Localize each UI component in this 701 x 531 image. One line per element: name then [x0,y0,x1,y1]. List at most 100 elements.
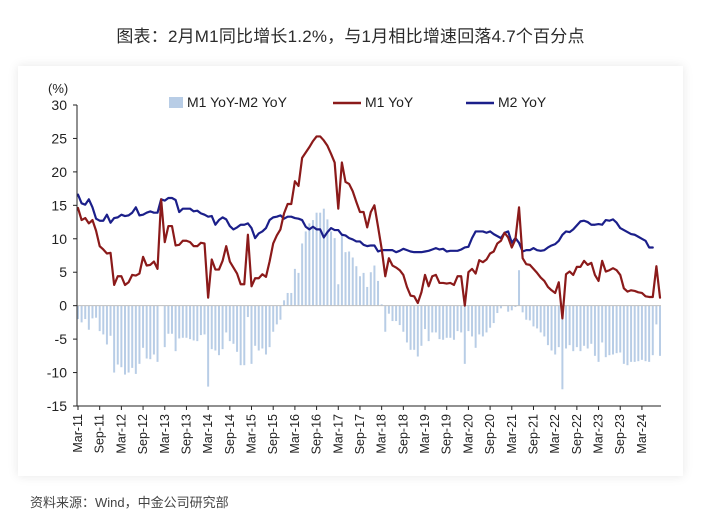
diff-bar [283,300,286,306]
x-tick-label: Sep-19 [440,414,454,454]
diff-bar [579,305,582,352]
diff-bar [391,305,394,322]
y-tick-label: -10 [47,365,67,381]
diff-bar [456,305,459,332]
diff-bar [319,212,322,306]
y-tick-label: 30 [51,97,67,113]
diff-bar [330,231,333,306]
diff-bar [214,305,217,351]
diff-bar [463,305,466,364]
x-tick-label: Mar-23 [592,414,606,454]
diff-bar [434,305,437,333]
chart-svg: -15 -10 -5 0 5 10 15 20 25 30(%) Mar-11 Sep-11 Mar-1… [47,81,662,454]
diff-bar [152,305,155,355]
y-tick-label: -5 [55,331,68,347]
diff-bar [633,305,636,362]
diff-bar [593,305,596,356]
diff-bar [377,280,380,306]
diff-bar [225,305,228,333]
diff-bar [290,292,293,306]
diff-bar [550,305,553,351]
diff-bar [420,305,423,346]
diff-bar [95,305,98,318]
diff-bar [192,305,195,341]
y-tick-label: 20 [51,164,67,180]
x-tick-label: Mar-22 [548,414,562,454]
diff-bar [109,305,112,336]
diff-bar [384,305,387,332]
diff-bar [525,305,528,320]
diff-bar [395,305,398,322]
x-tick-label: Mar-13 [158,414,172,454]
y-tick-label: 5 [59,264,67,280]
x-tick-label: Mar-12 [114,414,128,454]
x-tick-label: Sep-18 [396,414,410,454]
diff-bar [293,268,296,306]
diff-bar [87,305,90,330]
diff-bar [557,305,560,348]
chart-title: 图表：2月M1同比增长1.2%，与1月相比增速回落4.7个百分点 [116,27,585,46]
diff-bar [619,305,622,353]
diff-bar [398,305,401,326]
diff-bar [615,305,618,354]
x-tick-label: Sep-16 [310,414,324,454]
diff-bar [572,305,575,352]
diff-bar [340,233,343,306]
diff-bar [405,305,408,343]
diff-bar [413,305,416,350]
y-tick-label: 0 [59,298,67,314]
diff-bar [452,305,455,340]
x-tick-label: Mar-19 [418,414,432,454]
x-tick-label: Sep-22 [570,414,584,454]
diff-bar [554,305,557,355]
diff-bar [362,272,365,306]
diff-bar [272,305,275,332]
x-tick-label: Sep-21 [526,414,540,454]
x-tick-label: Sep-12 [136,414,150,454]
diff-bar [427,305,430,342]
diff-bar [546,305,549,346]
diff-bar [539,305,542,333]
diff-bar [402,305,405,332]
diff-bar [583,305,586,346]
diff-bar [181,305,184,338]
chart-panel: -15 -10 -5 0 5 10 15 20 25 30 (%) Mar-11 Sep-11 Mar-1… [18,66,683,476]
diff-bar [561,305,564,390]
diff-bar [199,305,202,336]
diff-bar [127,305,130,373]
diff-bar [445,305,448,338]
diff-bar [409,305,412,350]
diff-bar [586,305,589,349]
diff-bar [655,305,658,325]
diff-bar [474,305,477,348]
diff-bar [416,305,419,357]
diff-bar [228,305,231,342]
diff-bar [442,305,445,340]
diff-bar [326,219,329,306]
diff-bar [116,305,119,365]
diff-bar [217,305,220,356]
diff-bar [167,305,170,334]
diff-bar [518,270,521,306]
x-tick-label: Mar-21 [505,414,519,454]
diff-bar [174,305,177,352]
diff-bar [257,305,260,351]
diff-bar [156,305,159,362]
diff-bar [521,305,524,313]
x-tick-label: Sep-23 [613,414,627,454]
x-tick-label: Mar-11 [71,414,85,453]
diff-bar [489,305,492,328]
diff-bar [492,305,495,324]
diff-bar [449,305,452,338]
x-tick-label: Sep-20 [483,414,497,454]
diff-bar [243,305,246,366]
diff-bar [590,305,593,344]
diff-bar [344,252,347,306]
diff-bar [315,212,318,306]
diff-bar [84,305,87,320]
x-tick-label: Sep-11 [93,414,107,453]
diff-bar [91,305,94,319]
diff-bar [275,305,278,325]
diff-bar [196,305,199,342]
diff-bar [304,231,307,306]
